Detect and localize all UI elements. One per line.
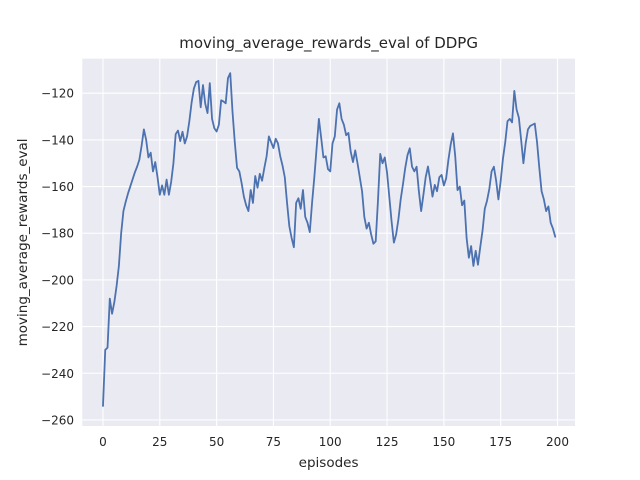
x-tick-label: 75 xyxy=(266,435,281,449)
y-tick-label: −200 xyxy=(41,273,74,287)
x-tick-label: 0 xyxy=(99,435,107,449)
grid-lines xyxy=(82,58,575,426)
y-tick-label: −160 xyxy=(41,180,74,194)
x-tick-label: 100 xyxy=(319,435,342,449)
x-tick-label: 50 xyxy=(209,435,224,449)
y-tick-label: −220 xyxy=(41,320,74,334)
plot-area xyxy=(82,58,576,426)
x-axis-label: episodes xyxy=(299,455,359,471)
y-axis-label: moving_average_rewards_eval xyxy=(15,138,31,346)
x-tick-label: 125 xyxy=(376,435,399,449)
x-tick-label: 25 xyxy=(152,435,167,449)
y-tick-label: −260 xyxy=(41,413,74,427)
x-tick-label: 175 xyxy=(489,435,512,449)
chart-title: moving_average_rewards_eval of DDPG xyxy=(179,34,478,53)
y-tick-label: −120 xyxy=(41,87,74,101)
y-tick-label: −240 xyxy=(41,367,74,381)
x-tick-label: 200 xyxy=(546,435,569,449)
reward-line xyxy=(102,72,557,407)
y-tick-label: −180 xyxy=(41,227,74,241)
tick-labels: 0 25 50 75 100 125 150 175 200 −120 −140 −160 −180 −2… xyxy=(41,87,569,449)
x-tick-label: 150 xyxy=(432,435,455,449)
y-tick-label: −140 xyxy=(41,133,74,147)
data-series xyxy=(102,72,557,407)
